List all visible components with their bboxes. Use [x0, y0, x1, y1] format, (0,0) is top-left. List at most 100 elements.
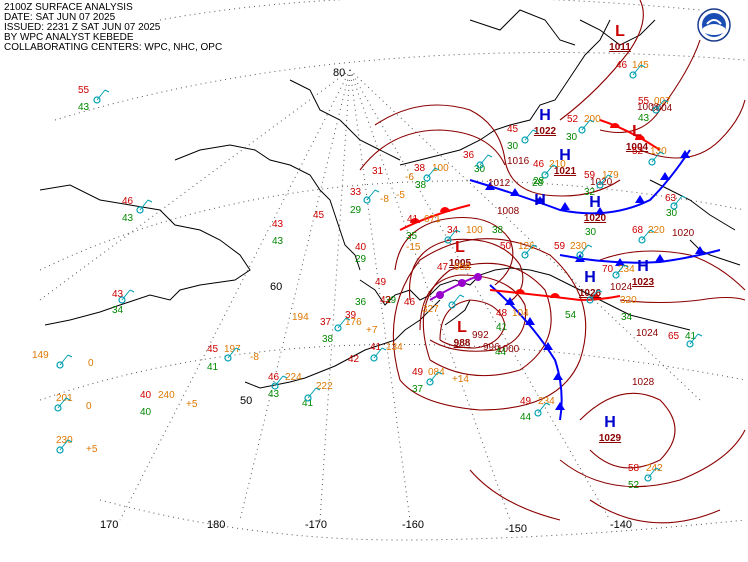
station-value: 242	[646, 463, 663, 474]
station-marker	[56, 439, 73, 454]
station-marker	[670, 195, 687, 210]
pressure-center-letter: L	[615, 23, 625, 40]
isobar-label: 1012	[488, 178, 511, 189]
isobar-label: 1028	[632, 377, 655, 388]
station-value: 234	[618, 264, 635, 275]
cold-front-triangle	[543, 342, 553, 350]
station-value: -6	[405, 172, 414, 183]
station-value: 41	[407, 214, 419, 225]
station-value: 34	[621, 312, 633, 323]
station-value: 35	[406, 231, 418, 242]
pressure-center-value: 1022	[534, 126, 557, 137]
station-marker	[644, 467, 661, 482]
station-value: 63	[665, 193, 677, 204]
isobar-label: 1024	[610, 282, 633, 293]
station-marker	[363, 189, 380, 204]
station-value: 230	[570, 241, 587, 252]
station-marker	[370, 347, 387, 362]
isobar-label: 1008	[637, 102, 660, 113]
station-value: -15	[406, 242, 421, 253]
station-value: 37	[320, 317, 332, 328]
station-marker	[521, 129, 538, 144]
station-value: 39	[345, 310, 357, 321]
longitude-label: 180	[207, 519, 225, 531]
pressure-center-letter: H	[584, 269, 596, 286]
station-value: 43	[272, 219, 284, 230]
station-value: 210	[549, 159, 566, 170]
station-value: 327	[422, 304, 439, 315]
occluded-front-symbol	[436, 291, 444, 299]
station-value: 126	[518, 241, 535, 252]
pressure-center-value: 1029	[599, 433, 622, 444]
station-marker	[426, 371, 443, 386]
pressure-center: L 988	[454, 319, 471, 349]
pressure-center: L 1005	[449, 239, 472, 269]
station-value: 43	[112, 289, 124, 300]
station-marker	[56, 354, 73, 369]
warm-front-semicircle	[515, 289, 525, 294]
station-value: 50	[500, 241, 512, 252]
warm-front-north	[599, 119, 661, 151]
station-value: 43	[638, 113, 650, 124]
pressure-center-value: 1026	[579, 288, 602, 299]
station-value: 176	[345, 317, 362, 328]
station-value: +7	[366, 325, 378, 336]
station-marker	[304, 387, 321, 402]
pressure-center-letter: L	[455, 239, 465, 256]
station-value: 39	[385, 295, 397, 306]
station-value: 197	[224, 344, 241, 355]
station-marker	[686, 333, 703, 348]
station-marker	[534, 402, 551, 417]
station-value: 234	[538, 396, 555, 407]
station-value: 41	[302, 398, 314, 409]
station-marker	[118, 289, 135, 304]
warm-front-semicircle	[410, 218, 420, 223]
station-value: 201	[56, 393, 73, 404]
station-value: 30	[474, 164, 486, 175]
graticule	[39, 0, 746, 541]
isobar-label: 1024	[636, 328, 659, 339]
station-value: 38	[415, 180, 427, 191]
station-marker	[586, 289, 603, 304]
station-value: 224	[285, 372, 302, 383]
pressure-center: H 1020	[584, 194, 607, 224]
station-value: 194	[292, 312, 309, 323]
coastline	[39, 9, 741, 389]
station-value: 43	[268, 389, 280, 400]
latitude-label: 80	[333, 67, 345, 79]
pressure-center-letter: H	[637, 258, 649, 275]
station-value: 65	[668, 331, 680, 342]
station-value: 52	[632, 146, 644, 157]
station-marker	[93, 89, 110, 104]
station-marker	[271, 375, 288, 390]
station-marker	[638, 229, 655, 244]
pressure-center-value: 1021	[554, 166, 577, 177]
station-value: +14	[452, 374, 469, 385]
station-value: 41	[685, 331, 697, 342]
station-value: 240	[158, 390, 175, 401]
station-value: 46	[122, 196, 134, 207]
pressure-center-value: 1023	[632, 277, 655, 288]
station-value: 29	[350, 205, 362, 216]
header-title: 2100Z SURFACE ANALYSIS	[4, 2, 133, 13]
station-marker	[448, 294, 465, 309]
pressure-centers: H1022H1021H1020H1026H1023H1029L1005L988L…	[449, 23, 655, 444]
station-value: 43	[122, 213, 134, 224]
station-value: 40	[140, 407, 152, 418]
station-value: 52	[628, 480, 640, 491]
station-value: 43	[78, 102, 90, 113]
station-value: 222	[316, 381, 333, 392]
station-value: 30	[666, 208, 678, 219]
station-value: 55	[638, 96, 650, 107]
pressure-center: L 1011	[609, 23, 631, 53]
longitude-label: -160	[402, 519, 424, 531]
pressure-center-letter: H	[559, 147, 571, 164]
header-analyst: BY WPC ANALYST KEBEDE	[4, 32, 134, 43]
station-value: 100	[466, 225, 483, 236]
longitude-label: -140	[610, 519, 632, 531]
isobars	[359, 0, 746, 524]
station-value: 38	[492, 225, 504, 236]
isobar-label: 1016	[507, 156, 530, 167]
station-value: 55	[78, 85, 90, 96]
station-marker	[578, 119, 595, 134]
